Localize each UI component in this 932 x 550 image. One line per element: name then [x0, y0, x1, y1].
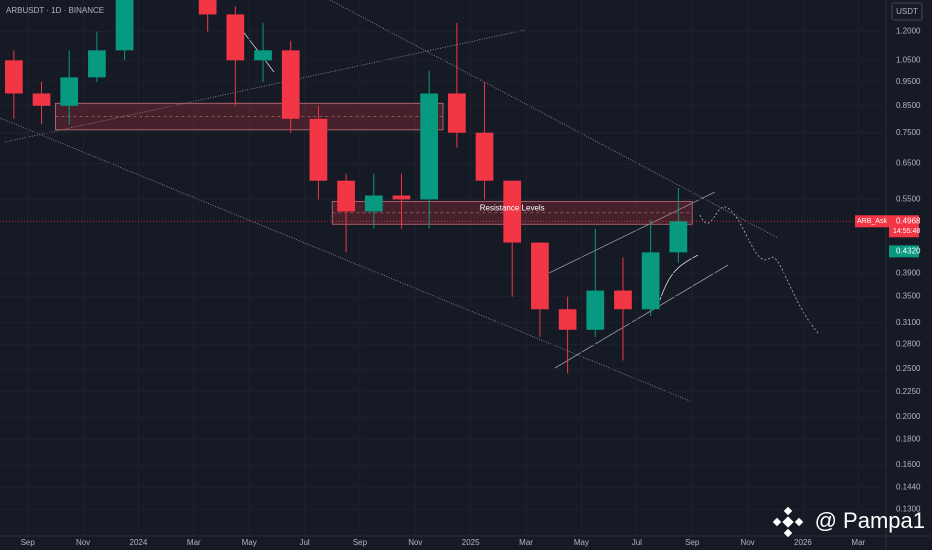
candle-body	[254, 50, 272, 61]
trend-line	[4, 29, 526, 143]
y-tick-label: 0.2500	[896, 364, 921, 373]
candle-body	[198, 0, 217, 15]
level-tag	[889, 245, 919, 258]
x-tick-label: Nov	[76, 538, 90, 547]
candle-body	[503, 180, 522, 243]
y-tick-label: 0.1800	[896, 435, 921, 444]
y-tick-label: 0.2000	[896, 412, 921, 421]
y-tick-label: 0.5500	[896, 195, 921, 204]
candle-body	[531, 242, 549, 310]
currency-box[interactable]	[891, 2, 923, 21]
x-tick-label: Jul	[299, 538, 309, 547]
x-tick-label: 2024	[130, 538, 148, 547]
y-tick-label: 0.6500	[896, 159, 921, 168]
x-tick-label: Mar	[187, 538, 201, 547]
y-tick-label: 0.8500	[896, 101, 921, 110]
x-tick-label: Sep	[21, 538, 36, 547]
candle-body	[392, 195, 411, 200]
plot	[0, 0, 819, 402]
x-tick-label: Sep	[353, 538, 368, 547]
overlay: Resistance Levels ARB_Ask 0.4968 14:55:48 0.…	[0, 203, 921, 258]
candle-body	[447, 93, 466, 133]
x-tick-label: Jul	[632, 538, 642, 547]
y-tick-label: 0.3100	[896, 318, 921, 327]
y-tick-label: 0.7500	[896, 128, 921, 137]
y-tick-label: 0.9500	[896, 77, 921, 86]
y-tick-label: 0.2250	[896, 387, 921, 396]
y-tick-label: 0.1600	[896, 460, 921, 469]
candle-body	[309, 118, 328, 181]
x-tick-label: Nov	[740, 538, 754, 547]
candle-body	[115, 0, 134, 51]
trend-line	[0, 117, 691, 402]
candle-body	[60, 77, 79, 106]
y-tick-label: 0.3900	[896, 268, 921, 277]
projection-path	[699, 206, 819, 334]
y-tick-label: 1.2000	[896, 27, 921, 36]
x-tick-label: Nov	[408, 538, 422, 547]
chart-title: ARBUSDT · 1D · BINANCE	[6, 6, 104, 15]
y-tick-label: 0.1300	[896, 505, 921, 514]
y-tick-label: 0.2800	[896, 340, 921, 349]
candle-body	[337, 180, 355, 212]
y-tick-label: 0.3500	[896, 292, 921, 301]
candle-body	[420, 93, 439, 200]
price-label: 0.4968	[896, 216, 921, 225]
x-tick-label: Mar	[851, 538, 865, 547]
candle-body	[32, 93, 51, 106]
candle-body	[669, 221, 688, 253]
candle-body	[364, 195, 383, 212]
trend-line	[329, 0, 779, 239]
candle-body	[614, 290, 632, 310]
x-tick-label: Sep	[685, 538, 700, 547]
x-tick-label: May	[242, 538, 257, 547]
x-tick-label: 2026	[794, 538, 812, 547]
currency: USDT	[896, 7, 918, 16]
candle-body	[558, 309, 577, 330]
candle-body	[88, 50, 106, 78]
price-name: ARB_Ask	[857, 218, 887, 225]
moving-average	[659, 254, 699, 301]
candle-body	[226, 14, 245, 61]
x-tick-label: Mar	[519, 538, 533, 547]
candle-body	[586, 290, 605, 330]
price-name-tag	[855, 215, 889, 228]
channel-line	[554, 264, 729, 369]
candle-body	[475, 132, 494, 181]
candles	[4, 0, 688, 374]
zone-label: Resistance Levels	[480, 203, 545, 212]
y-tick-label: 1.0500	[896, 55, 921, 64]
candle-body	[281, 50, 300, 119]
candle-body	[641, 252, 660, 310]
watermark: @ Pampa1	[815, 508, 925, 533]
channel-line	[544, 191, 716, 276]
x-tick-label: May	[574, 538, 589, 547]
countdown: 14:55:48	[893, 228, 920, 235]
y-tick-label: 0.1440	[896, 483, 921, 492]
price-tag	[889, 215, 919, 238]
x-tick-label: 2025	[462, 538, 480, 547]
candle-body	[4, 60, 23, 94]
level-label: 0.4320	[896, 246, 921, 255]
